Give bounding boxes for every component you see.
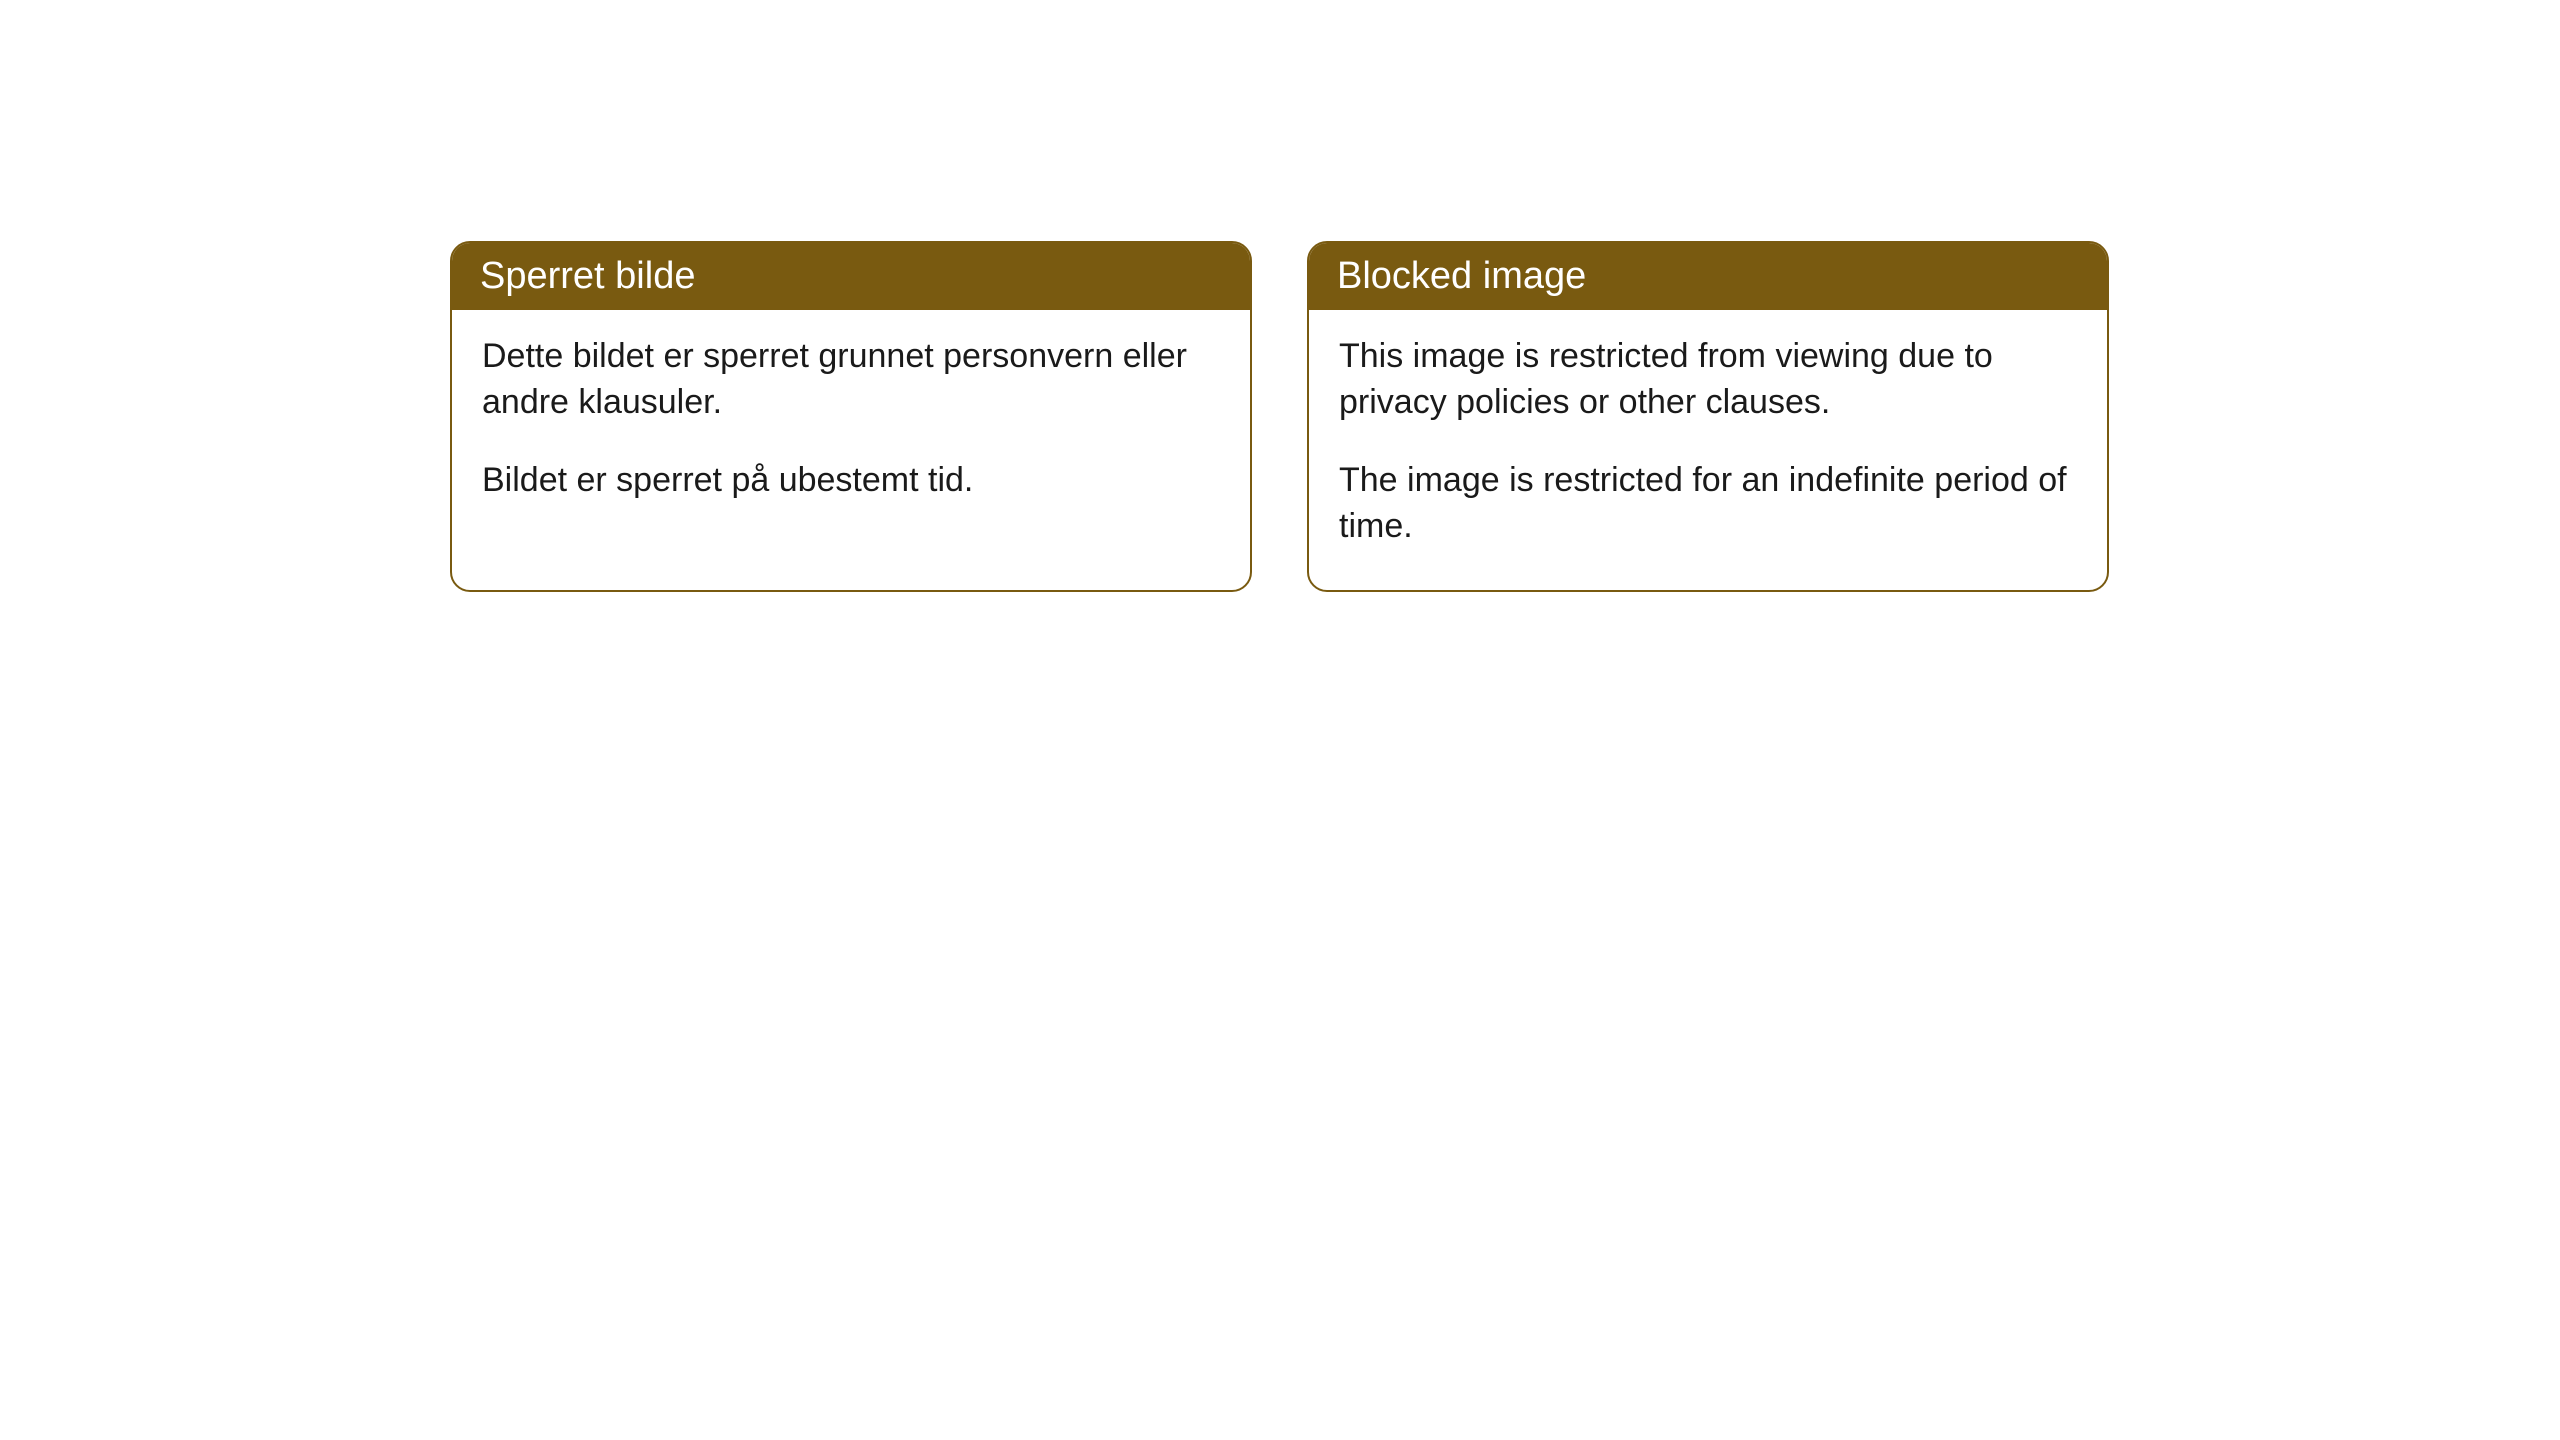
card-header-english: Blocked image <box>1309 243 2107 310</box>
card-paragraph-1-english: This image is restricted from viewing du… <box>1339 334 2077 426</box>
card-english: Blocked image This image is restricted f… <box>1307 241 2109 592</box>
card-title-english: Blocked image <box>1337 255 1586 297</box>
card-paragraph-2-english: The image is restricted for an indefinit… <box>1339 458 2077 550</box>
card-body-english: This image is restricted from viewing du… <box>1309 310 2107 590</box>
card-paragraph-2-norwegian: Bildet er sperret på ubestemt tid. <box>482 458 1220 504</box>
cards-container: Sperret bilde Dette bildet er sperret gr… <box>450 241 2109 592</box>
card-norwegian: Sperret bilde Dette bildet er sperret gr… <box>450 241 1252 592</box>
card-header-norwegian: Sperret bilde <box>452 243 1250 310</box>
card-title-norwegian: Sperret bilde <box>480 255 695 297</box>
card-paragraph-1-norwegian: Dette bildet er sperret grunnet personve… <box>482 334 1220 426</box>
card-body-norwegian: Dette bildet er sperret grunnet personve… <box>452 310 1250 544</box>
